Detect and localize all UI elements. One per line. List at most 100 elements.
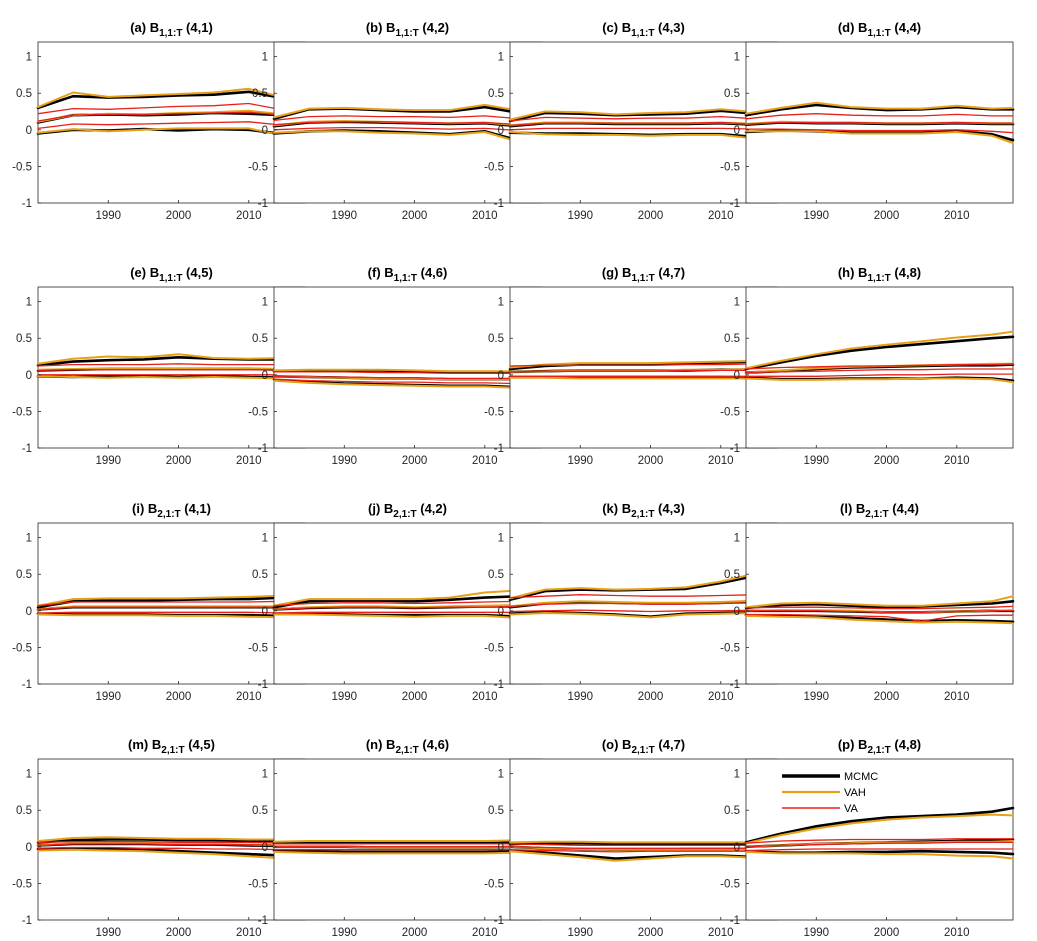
x-tick-label: 1990 [95, 210, 121, 222]
x-tick-label: 2000 [166, 691, 192, 703]
y-tick-label: -1 [22, 679, 32, 691]
y-tick-label: 0.5 [724, 88, 740, 100]
series-line-va-mean [509, 602, 778, 608]
series-line-mcmc-lower [36, 846, 307, 860]
x-tick-label: 2000 [402, 927, 428, 939]
subplot-title: (j) B2,1:T (4,2) [368, 501, 447, 520]
subplot-13: -1 -0.5 0 0.5 1 1990 2000 2010 (m) B2,1:T (4,5) [12, 737, 307, 939]
x-tick-label: 1990 [95, 927, 121, 939]
series-line-vah-lower [745, 377, 1014, 384]
series-line-vah-upper [745, 330, 1014, 370]
y-tick-label: -0.5 [484, 406, 504, 418]
series-line-vah-upper [37, 836, 306, 842]
series-line-va-upper [273, 371, 542, 375]
subplot-5: -1 -0.5 0 0.5 1 1990 2000 2010 (e) B1,1:T (4,5) [12, 265, 307, 467]
series-line-va-lower [509, 609, 778, 613]
y-tick-label: -0.5 [248, 642, 268, 654]
y-tick-label: 0.5 [252, 88, 268, 100]
subplot-title: (i) B2,1:T (4,1) [132, 501, 211, 520]
y-tick-label: -1 [258, 443, 268, 455]
y-tick-label: -1 [730, 443, 740, 455]
subplot-16: -1 -0.5 0 0.5 1 1990 2000 2010 (p) B2,1:T (4,8) [720, 737, 1015, 939]
series-line-vah-lower [509, 376, 778, 380]
series-line-vah-upper [509, 108, 778, 121]
y-tick-label: 0 [26, 842, 32, 854]
y-tick-label: -1 [730, 915, 740, 927]
series-line-vah-mean [273, 602, 542, 611]
x-tick-label: 1990 [803, 927, 829, 939]
y-tick-label: -0.5 [12, 406, 32, 418]
subplot-title: (l) B2,1:T (4,4) [840, 501, 919, 520]
y-tick-label: -0.5 [12, 878, 32, 890]
x-tick-label: 2000 [638, 210, 664, 222]
y-tick-label: -0.5 [484, 878, 504, 890]
series-line-va-mean [37, 369, 306, 372]
subplot-11: -1 -0.5 0 0.5 1 1990 2000 2010 (k) B2,1:T (4,3) [484, 501, 779, 703]
y-tick-label: -0.5 [248, 406, 268, 418]
subplot-title: (b) B1,1:T (4,2) [366, 20, 449, 39]
series-line-va-lower [37, 846, 306, 851]
series-line-va-lower [745, 373, 1014, 377]
y-tick-label: 0 [26, 125, 32, 137]
series-line-vah-upper [745, 101, 1014, 115]
series-line-va-upper [745, 838, 1014, 844]
legend: MCMC VAH VA [782, 771, 878, 815]
series-line-vah-upper [509, 565, 778, 600]
series-line-vah-upper [37, 87, 306, 109]
subplot-title: (g) B1,1:T (4,7) [602, 265, 685, 284]
y-tick-label: 0.5 [488, 333, 504, 345]
y-tick-label: 0 [498, 606, 504, 618]
y-tick-label: 0 [262, 842, 268, 854]
axes-box [273, 758, 542, 921]
series-line-va-lower [745, 128, 1014, 134]
y-tick-label: 0.5 [724, 569, 740, 581]
series-line-vah-lower [37, 613, 306, 621]
series-line-mcmc-upper [272, 840, 543, 845]
subplot-15: -1 -0.5 0 0.5 1 1990 2000 2010 (o) B2,1:T (4,7) [484, 737, 779, 939]
x-tick-label: 2010 [236, 210, 262, 222]
y-tick-label: -1 [258, 679, 268, 691]
y-tick-label: -1 [730, 679, 740, 691]
series-line-va-lower [273, 611, 542, 614]
y-tick-label: 0.5 [16, 569, 32, 581]
y-tick-label: 0.5 [16, 805, 32, 817]
series-line-vah-lower [37, 127, 306, 147]
series-line-vah-lower [509, 131, 778, 144]
x-tick-label: 2000 [638, 927, 664, 939]
x-tick-label: 2000 [402, 455, 428, 467]
x-tick-label: 1990 [95, 455, 121, 467]
x-tick-label: 1990 [803, 691, 829, 703]
subplot-3: -1 -0.5 0 0.5 1 1990 2000 2010 (c) B1,1:T (4,3) [484, 20, 779, 222]
y-tick-label: 0 [734, 125, 740, 137]
y-tick-label: 0.5 [488, 569, 504, 581]
y-tick-label: 1 [734, 52, 740, 64]
axes-box [37, 522, 306, 685]
y-tick-label: 1 [262, 52, 268, 64]
subplot-4: -1 -0.5 0 0.5 1 1990 2000 2010 (d) B1,1:T (4,4) [720, 20, 1015, 222]
series-line-mcmc-upper [272, 592, 543, 609]
series-line-mcmc-upper [744, 335, 1015, 371]
subplot-12: -1 -0.5 0 0.5 1 1990 2000 2010 (l) B2,1:T (4,4) [720, 501, 1015, 703]
x-tick-label: 2000 [402, 691, 428, 703]
series-line-vah-lower [745, 130, 1014, 144]
subplot-9: -1 -0.5 0 0.5 1 1990 2000 2010 (i) B2,1:T (4,1) [12, 501, 307, 703]
y-tick-label: 0.5 [252, 805, 268, 817]
x-tick-label: 2010 [708, 927, 734, 939]
series-line-mcmc-upper [36, 355, 307, 367]
series-line-va-lower [37, 374, 306, 377]
series-line-vah-upper [273, 585, 542, 607]
subplot-title: (h) B1,1:T (4,8) [838, 265, 921, 284]
y-tick-label: 0 [262, 125, 268, 137]
x-tick-label: 2000 [638, 455, 664, 467]
y-tick-label: 1 [498, 769, 504, 781]
y-tick-label: -1 [494, 198, 504, 210]
y-tick-label: -0.5 [720, 878, 740, 890]
x-tick-label: 1990 [331, 210, 357, 222]
subplot-title: (k) B2,1:T (4,3) [602, 501, 685, 520]
series-line-vah-mean [509, 598, 778, 608]
axes-box [509, 758, 778, 921]
series-line-vah-upper [37, 353, 306, 365]
x-tick-label: 1990 [331, 691, 357, 703]
x-tick-label: 1990 [567, 455, 593, 467]
series-line-va-upper [509, 594, 778, 599]
